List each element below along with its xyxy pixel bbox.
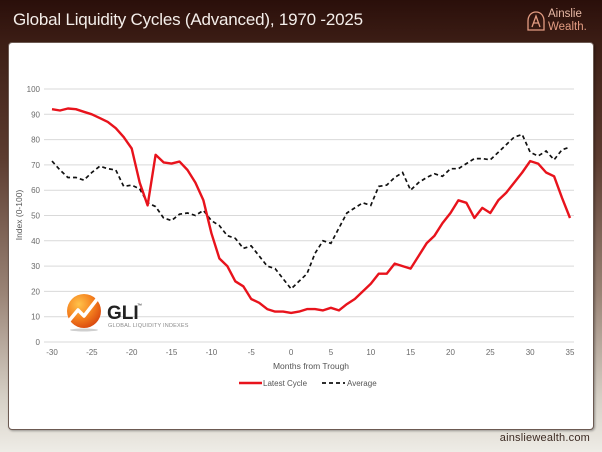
legend-label-latest-cycle: Latest Cycle	[263, 379, 308, 388]
x-axis-label: Months from Trough	[273, 361, 349, 371]
footer-url: ainsliewealth.com	[499, 432, 590, 444]
gli-arrow-icon	[66, 296, 100, 324]
y-axis-label: Index (0-100)	[14, 190, 24, 241]
chart-card	[8, 42, 594, 430]
x-tick-labels: -30 -25 -20 -15 -10 -5 0 5 10 15 20 25 30 35	[46, 348, 575, 357]
legend-label-average: Average	[347, 379, 377, 388]
y-tick-label: 20	[31, 287, 40, 296]
brand-line1: Ainslie	[548, 8, 582, 20]
gli-shadow	[70, 328, 98, 332]
brand-line2: Wealth.	[548, 20, 587, 33]
x-tick-label: -25	[86, 348, 98, 357]
x-tick-label: 25	[486, 348, 495, 357]
x-tick-label: -20	[126, 348, 138, 357]
x-tick-label: -5	[248, 348, 256, 357]
y-tick-label: 50	[31, 212, 40, 221]
y-tick-label: 80	[31, 136, 40, 145]
y-tick-label: 30	[31, 262, 40, 271]
y-tick-labels: 0 10 20 30 40 50 60 70 80 90 100	[27, 85, 41, 347]
y-tick-label: 100	[27, 85, 41, 94]
x-tick-label: 35	[566, 348, 575, 357]
x-tick-label: 15	[406, 348, 415, 357]
x-tick-label: -15	[166, 348, 178, 357]
header-bar: Global Liquidity Cycles (Advanced), 1970…	[0, 0, 602, 40]
series-line-average	[51, 133, 571, 291]
x-tick-label: 0	[289, 348, 294, 357]
ainslie-a-icon	[527, 11, 545, 31]
series-line-latest-cycle	[51, 107, 572, 315]
gli-subtitle: GLOBAL LIQUIDITY INDEXES	[108, 323, 189, 329]
gli-watermark: GLI ™ GLOBAL LIQUIDITY INDEXES	[66, 294, 189, 332]
y-tick-label: 0	[36, 338, 41, 347]
x-tick-label: -10	[206, 348, 218, 357]
x-tick-label: 30	[526, 348, 535, 357]
y-tick-label: 40	[31, 237, 40, 246]
x-tick-label: -30	[46, 348, 58, 357]
y-tick-label: 60	[31, 186, 40, 195]
gli-trademark: ™	[137, 303, 142, 309]
page-title: Global Liquidity Cycles (Advanced), 1970…	[13, 10, 363, 29]
series-points	[51, 108, 571, 313]
y-tick-label: 90	[31, 110, 40, 119]
gridlines	[44, 88, 574, 343]
gli-logo-text: GLI	[107, 303, 139, 324]
x-tick-label: 10	[366, 348, 375, 357]
brand-logo: Ainslie Wealth.	[525, 7, 600, 35]
legend: Latest Cycle Average	[239, 379, 377, 388]
brand-name: Ainslie Wealth.	[548, 8, 587, 33]
x-tick-label: 20	[446, 348, 455, 357]
x-tick-label: 5	[329, 348, 334, 357]
y-tick-label: 70	[31, 161, 40, 170]
y-tick-label: 10	[31, 313, 40, 322]
